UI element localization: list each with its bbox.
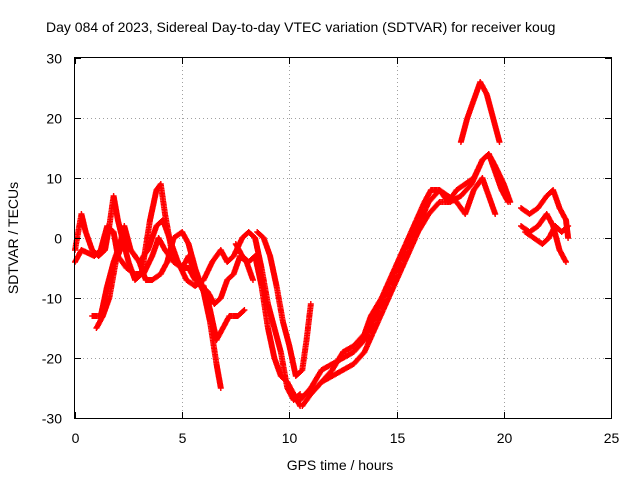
data-marks	[254, 229, 314, 379]
y-tick-label: 0	[54, 231, 62, 247]
y-tick-label: -20	[42, 351, 62, 367]
chart-title: Day 084 of 2023, Sidereal Day-to-day VTE…	[46, 19, 555, 35]
y-tick-label: 30	[46, 51, 62, 67]
x-tick-label: 15	[390, 430, 406, 446]
x-axis-label: GPS time / hours	[287, 457, 394, 473]
y-tick-label: -30	[42, 411, 62, 427]
y-tick-label: 10	[46, 171, 62, 187]
x-tick-label: 0	[72, 430, 80, 446]
x-tick-label: 5	[179, 430, 187, 446]
series-arc-4	[93, 217, 304, 403]
data-marks	[457, 79, 503, 145]
data-marks	[232, 241, 304, 409]
series-arc-13	[522, 223, 572, 247]
series-arc-8	[297, 175, 499, 403]
series-arc-6	[254, 229, 314, 379]
series-arc-9	[307, 151, 514, 397]
series-arc-10	[457, 79, 503, 145]
marks-layer	[72, 79, 572, 409]
y-axis-label: SDTVAR / TECUs	[5, 182, 21, 294]
series-arc-5	[232, 241, 304, 409]
ticks-layer: 0 5 10 15 20 25 30 20 10 0 -10 -20 -30	[42, 51, 620, 447]
x-tick-label: 20	[497, 430, 513, 446]
data-marks	[93, 217, 304, 403]
data-marks	[522, 223, 572, 247]
y-tick-label: -10	[42, 291, 62, 307]
data-marks	[307, 151, 514, 397]
x-tick-label: 10	[282, 430, 298, 446]
y-tick-label: 20	[46, 111, 62, 127]
x-tick-label: 25	[604, 430, 620, 446]
plot-frame	[74, 57, 612, 419]
data-marks	[297, 175, 499, 403]
